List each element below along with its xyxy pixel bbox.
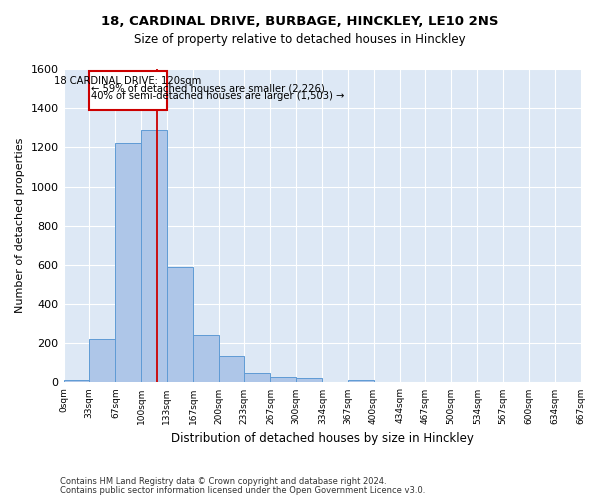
Text: 18 CARDINAL DRIVE: 120sqm: 18 CARDINAL DRIVE: 120sqm bbox=[54, 76, 202, 86]
Bar bbox=[89, 340, 115, 382]
Text: 18, CARDINAL DRIVE, BURBAGE, HINCKLEY, LE10 2NS: 18, CARDINAL DRIVE, BURBAGE, HINCKLEY, L… bbox=[101, 15, 499, 28]
X-axis label: Distribution of detached houses by size in Hinckley: Distribution of detached houses by size … bbox=[170, 432, 473, 445]
Bar bbox=[244, 372, 271, 382]
Bar bbox=[296, 378, 322, 382]
Bar bbox=[348, 380, 374, 382]
Text: 40% of semi-detached houses are larger (1,503) →: 40% of semi-detached houses are larger (… bbox=[91, 90, 344, 101]
Text: Contains public sector information licensed under the Open Government Licence v3: Contains public sector information licen… bbox=[60, 486, 425, 495]
Bar bbox=[115, 144, 141, 382]
Bar bbox=[167, 267, 193, 382]
FancyBboxPatch shape bbox=[89, 71, 167, 110]
Text: Contains HM Land Registry data © Crown copyright and database right 2024.: Contains HM Land Registry data © Crown c… bbox=[60, 477, 386, 486]
Bar bbox=[141, 130, 167, 382]
Bar bbox=[64, 380, 89, 382]
Bar bbox=[218, 356, 244, 382]
Text: Size of property relative to detached houses in Hinckley: Size of property relative to detached ho… bbox=[134, 34, 466, 46]
Text: ← 59% of detached houses are smaller (2,226): ← 59% of detached houses are smaller (2,… bbox=[91, 84, 325, 94]
Y-axis label: Number of detached properties: Number of detached properties bbox=[15, 138, 25, 314]
Bar bbox=[193, 336, 218, 382]
Bar bbox=[271, 376, 296, 382]
